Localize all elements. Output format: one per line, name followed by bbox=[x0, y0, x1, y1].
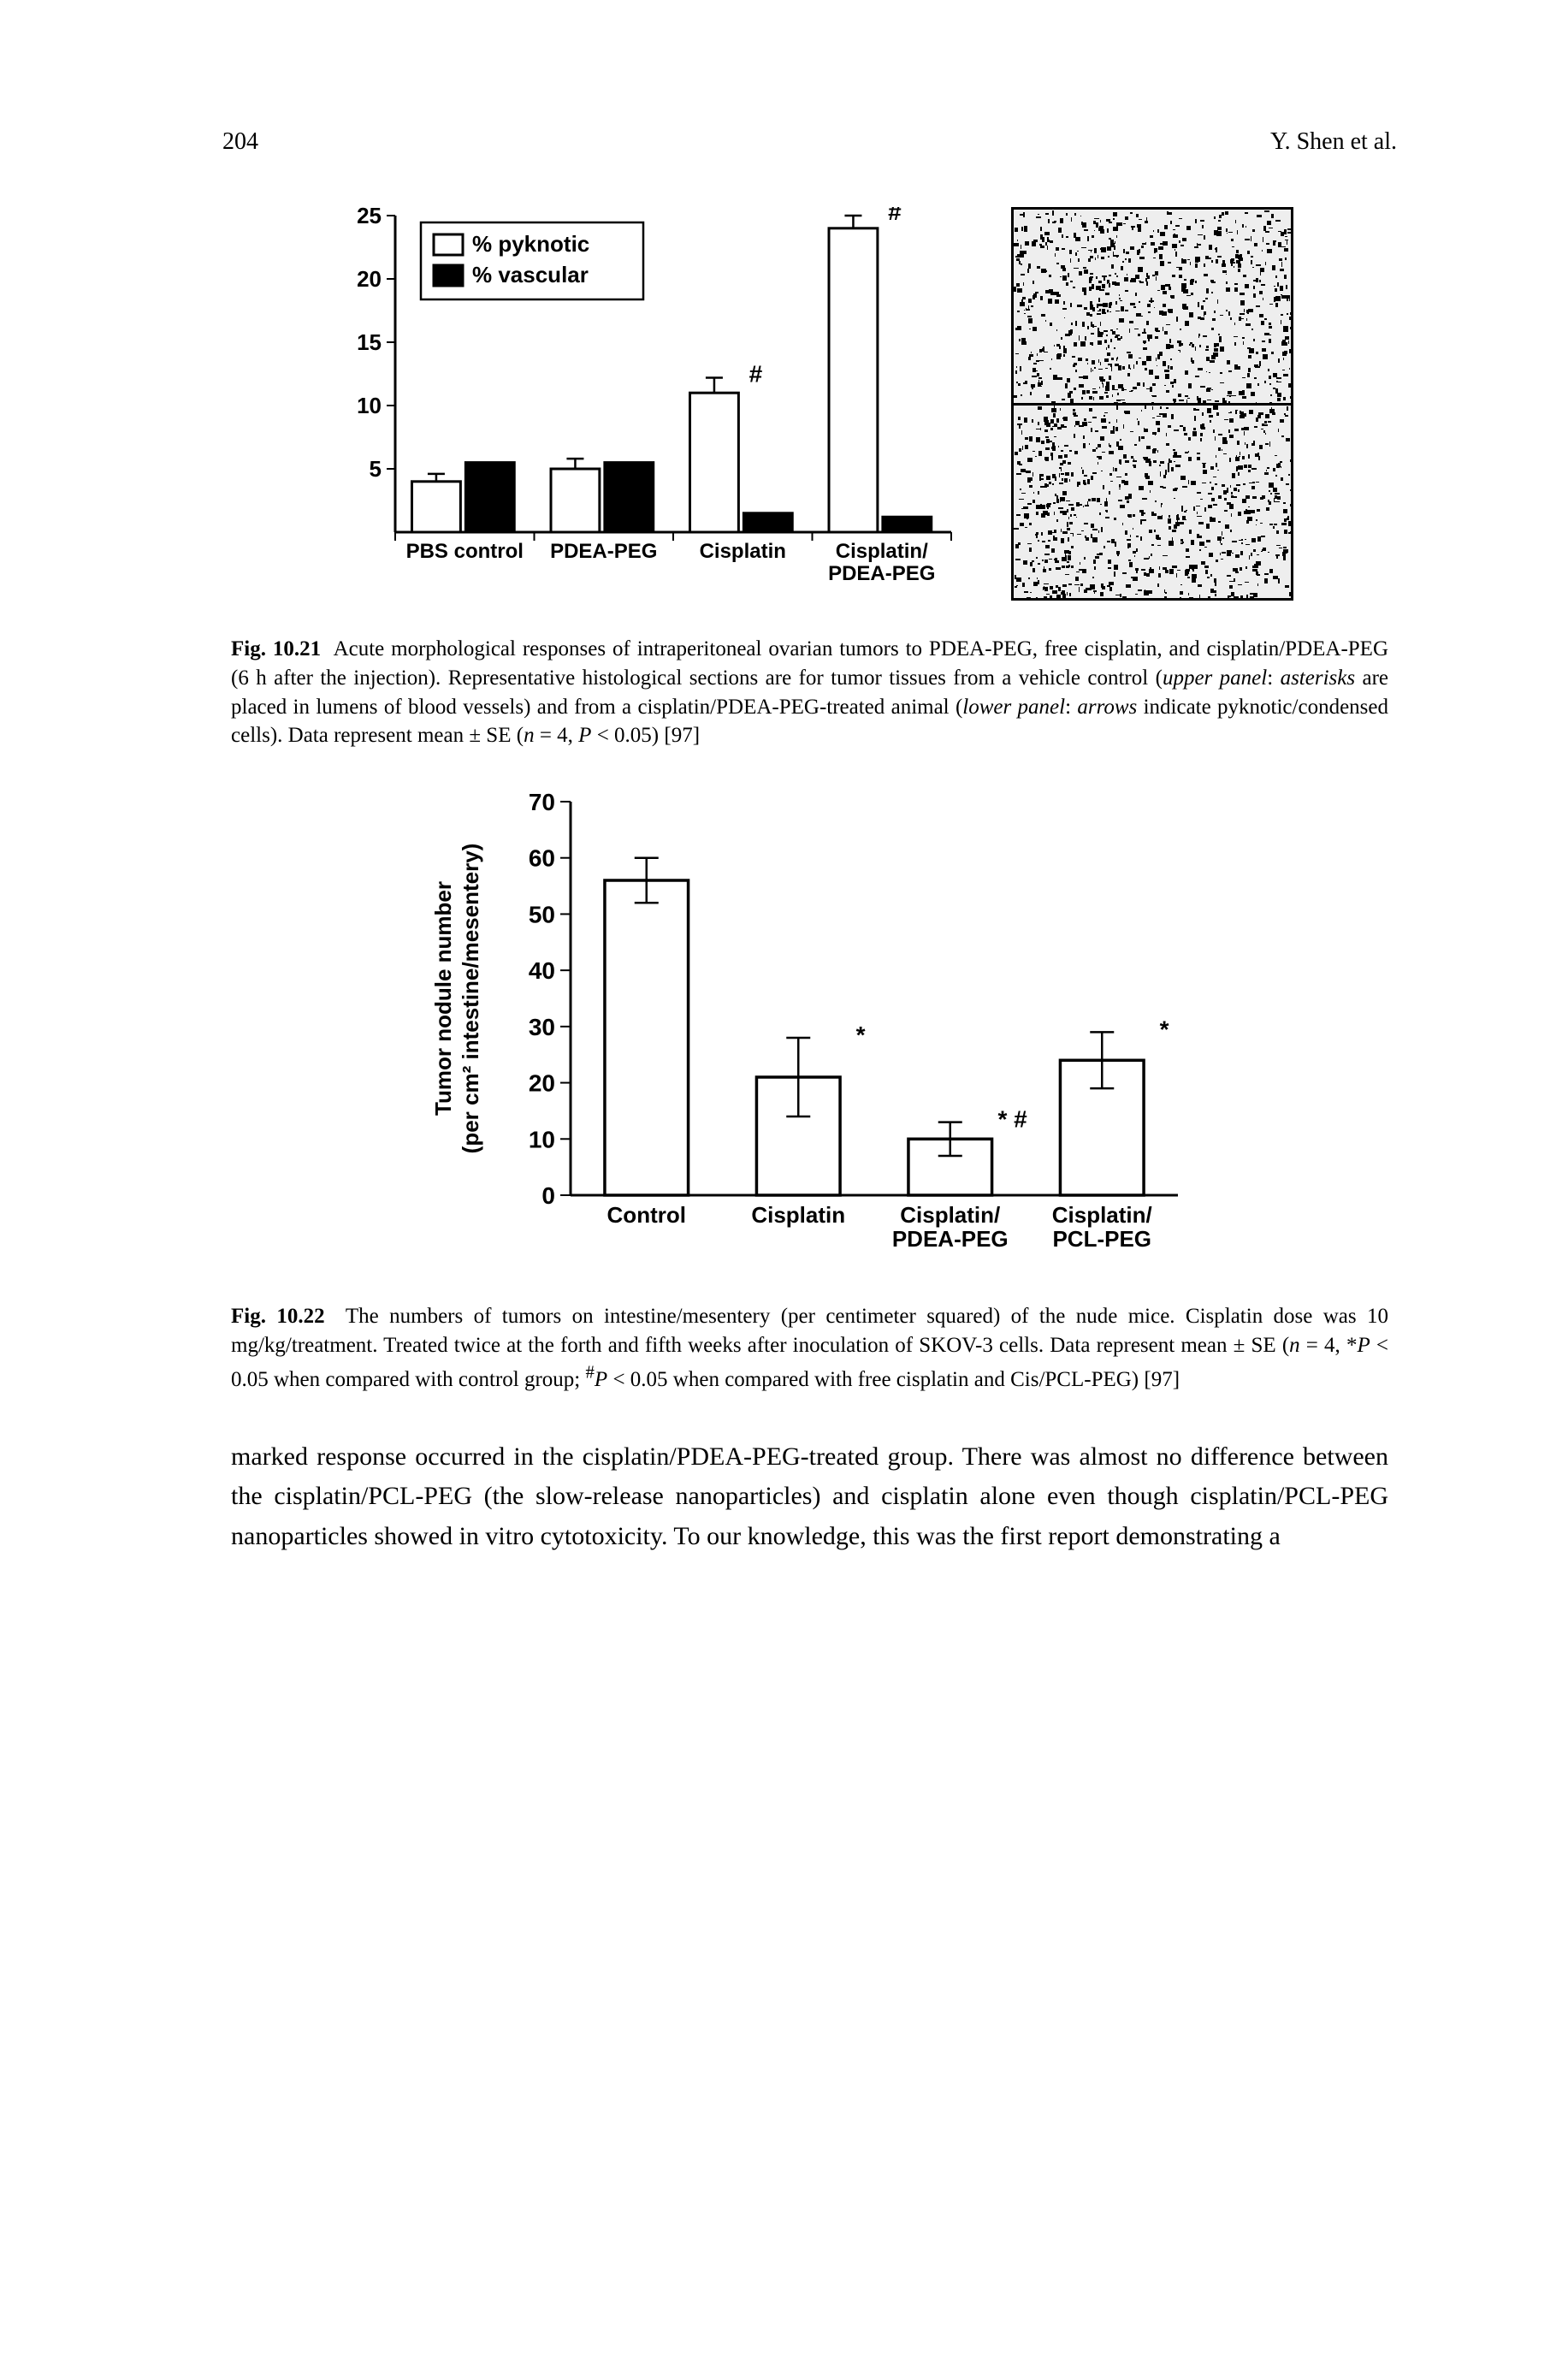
figure-10-21-graphics: 5 10 15 20 25 PBS control PDEA-PEG Cisplatin # Ci… bbox=[222, 207, 1397, 601]
svg-text:20: 20 bbox=[357, 266, 382, 292]
svg-text:10: 10 bbox=[528, 1126, 554, 1152]
svg-text:25: 25 bbox=[357, 207, 382, 228]
caption-label: Fig. 10.22 bbox=[231, 1305, 325, 1328]
svg-text:PBS control: PBS control bbox=[405, 540, 523, 563]
figure-10-21: 5 10 15 20 25 PBS control PDEA-PEG Cisplatin # Ci… bbox=[222, 207, 1397, 750]
svg-text:(per cm² intestine/mesentery): (per cm² intestine/mesentery) bbox=[458, 844, 483, 1154]
svg-text:0: 0 bbox=[541, 1182, 555, 1209]
running-head: Y. Shen et al. bbox=[1270, 128, 1397, 156]
svg-text:50: 50 bbox=[528, 901, 554, 927]
svg-text:Control: Control bbox=[606, 1202, 685, 1228]
chart2-svg: Tumor nodule number(per cm² intestine/me… bbox=[425, 793, 1195, 1272]
caption-text: Acute morphological responses of intrape… bbox=[231, 637, 1388, 747]
svg-text:20: 20 bbox=[528, 1070, 554, 1097]
svg-text:Cisplatin: Cisplatin bbox=[699, 540, 785, 563]
svg-text:PDEA-PEG: PDEA-PEG bbox=[828, 562, 935, 585]
figure-10-22-graphics: Tumor nodule number(per cm² intestine/me… bbox=[222, 793, 1397, 1272]
svg-text:Cisplatin/: Cisplatin/ bbox=[835, 540, 927, 563]
svg-text:Cisplatin/: Cisplatin/ bbox=[900, 1202, 1000, 1228]
figure-10-21-caption: Fig. 10.21 Acute morphological responses… bbox=[231, 635, 1388, 750]
svg-text:#: # bbox=[888, 207, 902, 225]
caption-label: Fig. 10.21 bbox=[231, 637, 321, 660]
svg-text:*: * bbox=[855, 1022, 865, 1048]
svg-text:Cisplatin/: Cisplatin/ bbox=[1051, 1202, 1151, 1228]
svg-text:Cisplatin: Cisplatin bbox=[751, 1202, 845, 1228]
figure-10-22-caption: Fig. 10.22 The numbers of tumors on inte… bbox=[231, 1302, 1388, 1395]
svg-text:70: 70 bbox=[528, 793, 554, 815]
svg-text:#: # bbox=[748, 360, 762, 387]
svg-text:PDEA-PEG: PDEA-PEG bbox=[891, 1226, 1008, 1252]
chart1-svg: 5 10 15 20 25 PBS control PDEA-PEG Cisplatin # Ci… bbox=[327, 207, 977, 601]
svg-text:60: 60 bbox=[528, 845, 554, 872]
page-number: 204 bbox=[222, 128, 258, 156]
svg-text:PCL-PEG: PCL-PEG bbox=[1052, 1226, 1151, 1252]
svg-text:% pyknotic: % pyknotic bbox=[472, 231, 589, 257]
micrograph-lower bbox=[1014, 406, 1291, 599]
micrograph-stack bbox=[1011, 207, 1293, 601]
page-header: 204 Y. Shen et al. bbox=[222, 128, 1397, 156]
svg-text:30: 30 bbox=[528, 1014, 554, 1040]
svg-text:% vascular: % vascular bbox=[472, 262, 589, 287]
caption-text: The numbers of tumors on intestine/mesen… bbox=[231, 1305, 1388, 1391]
svg-text:Tumor nodule number: Tumor nodule number bbox=[430, 881, 456, 1116]
svg-text:10: 10 bbox=[357, 393, 382, 418]
chart-fig-10-22: Tumor nodule number(per cm² intestine/me… bbox=[425, 793, 1195, 1272]
svg-text:PDEA-PEG: PDEA-PEG bbox=[550, 540, 657, 563]
body-paragraph: marked response occurred in the cisplati… bbox=[231, 1437, 1388, 1557]
micrograph-upper bbox=[1014, 210, 1291, 406]
svg-text:*: * bbox=[1159, 1016, 1169, 1042]
figure-10-22: Tumor nodule number(per cm² intestine/me… bbox=[222, 793, 1397, 1395]
svg-text:15: 15 bbox=[357, 329, 382, 355]
svg-text:* #: * # bbox=[997, 1106, 1027, 1133]
svg-text:40: 40 bbox=[528, 957, 554, 984]
chart-fig-10-21: 5 10 15 20 25 PBS control PDEA-PEG Cisplatin # Ci… bbox=[327, 207, 977, 601]
svg-text:5: 5 bbox=[369, 456, 381, 482]
